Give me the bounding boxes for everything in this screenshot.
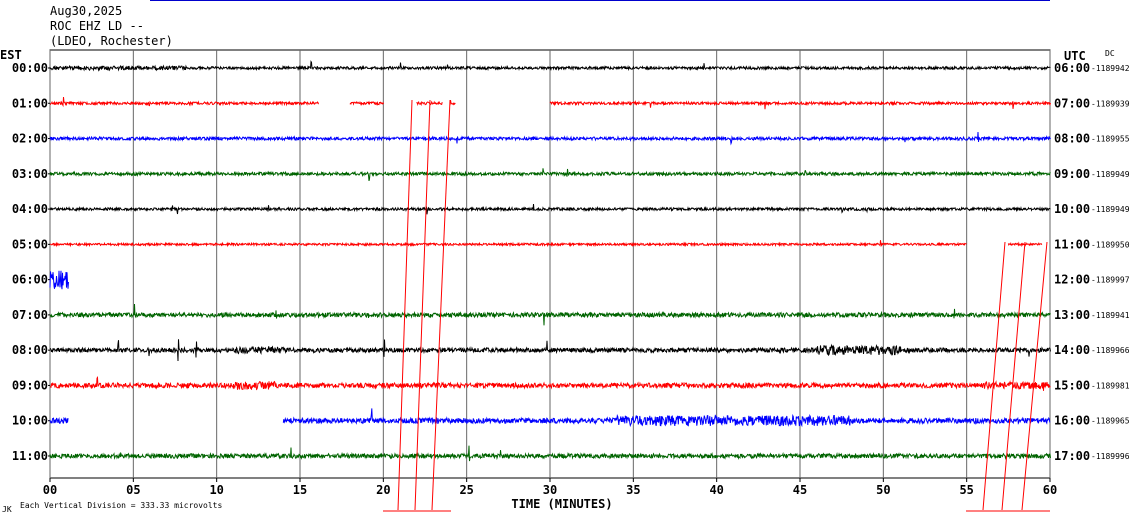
x-tick-label-40: 40 [709,483,723,497]
utc-label: 09:00 [1054,167,1090,181]
trace-08:00-seg0 [49,339,1051,362]
x-tick-label-50: 50 [876,483,890,497]
trace-03:00-seg0 [49,168,1051,182]
dc-offset: -1189955 [1091,135,1130,144]
dc-offset: -1189966 [1091,346,1130,355]
x-tick-labels: 00 05 10 15 20 25 30 35 40 45 50 55 60 [43,483,1057,497]
dc-offset: -1189949 [1091,205,1130,214]
x-tick-label-45: 45 [793,483,807,497]
est-label: 02:00 [12,132,48,146]
time-calibration-lines [383,99,1050,512]
est-label: 09:00 [12,378,48,392]
utc-label: 17:00 [1054,449,1090,463]
x-tick-label-00: 00 [43,483,57,497]
utc-label: 06:00 [1054,61,1090,75]
trace-01:00-seg3 [449,100,456,106]
dc-offset: -1189949 [1091,170,1130,179]
trace-02:00-seg0 [49,131,1051,146]
calibration-line-left-1 [414,99,431,511]
seismic-traces [49,60,1051,462]
est-label: 11:00 [12,449,48,463]
dc-offset: -1189950 [1091,240,1130,249]
trace-05:00-seg0 [50,240,967,248]
chart-grid [48,0,1051,482]
trace-10:00-seg1 [282,408,1051,428]
est-label: 07:00 [12,308,48,322]
utc-label: 12:00 [1054,273,1090,287]
est-label: 08:00 [12,343,48,357]
trace-00:00-seg0 [49,60,1051,72]
utc-label: 08:00 [1054,132,1090,146]
x-tick-label-55: 55 [959,483,973,497]
est-zone-label: EST [0,48,22,62]
x-tick-label-20: 20 [376,483,390,497]
network-name: (LDEO, Rochester) [50,34,173,48]
dc-offset: -1189941 [1091,311,1130,320]
dc-offset: -1189997 [1091,276,1130,285]
dc-offset: -1189939 [1091,99,1130,108]
dc-label: DC [1105,49,1115,58]
chart-date: Aug30,2025 [50,4,123,18]
est-label: 06:00 [12,273,48,287]
x-tick-label-15: 15 [293,483,307,497]
utc-label: 07:00 [1054,96,1090,110]
corner-mark: JK [2,505,12,514]
dc-offset: -1189996 [1091,452,1130,461]
calibration-line-right-0 [982,241,1006,511]
calibration-line-left-0 [397,99,413,511]
dc-offset: -1189981 [1091,381,1130,390]
trace-09:00-seg0 [49,376,1051,391]
x-axis-label: TIME (MINUTES) [511,497,612,511]
x-tick-label-35: 35 [626,483,640,497]
scale-note: Each Vertical Division = 333.33 microvol… [20,501,223,510]
x-tick-label-30: 30 [543,483,557,497]
station-code: ROC EHZ LD -- [50,19,144,33]
trace-10:00-seg0 [49,416,69,424]
est-label: 01:00 [12,96,48,110]
est-label: 04:00 [12,202,48,216]
utc-label: 16:00 [1054,414,1090,428]
trace-01:00-seg4 [549,100,1051,110]
utc-zone-label: UTC [1064,49,1086,63]
utc-label: 14:00 [1054,343,1090,357]
est-label: 03:00 [12,167,48,181]
trace-04:00-seg0 [49,204,1051,215]
trace-07:00-seg0 [49,303,1051,326]
x-tick-label-25: 25 [459,483,473,497]
trace-06:00-seg0 [49,270,69,290]
dc-offset: -1189942 [1091,64,1130,73]
est-label: 00:00 [12,61,48,75]
calibration-line-right-1 [1001,241,1026,511]
est-label: 10:00 [12,414,48,428]
trace-11:00-seg0 [49,445,1051,462]
trace-01:00-seg0 [50,96,319,108]
utc-label: 15:00 [1054,378,1090,392]
dc-offset: -1189965 [1091,417,1130,426]
x-tick-label-10: 10 [209,483,223,497]
utc-label: 13:00 [1054,308,1090,322]
est-label: 05:00 [12,237,48,251]
x-tick-label-05: 05 [126,483,140,497]
calibration-line-right-2 [1021,241,1048,511]
x-tick-label-60: 60 [1043,483,1057,497]
utc-label: 11:00 [1054,237,1090,251]
calibration-line-left-2 [431,99,451,511]
utc-label: 10:00 [1054,202,1090,216]
trace-01:00-seg1 [349,100,384,107]
